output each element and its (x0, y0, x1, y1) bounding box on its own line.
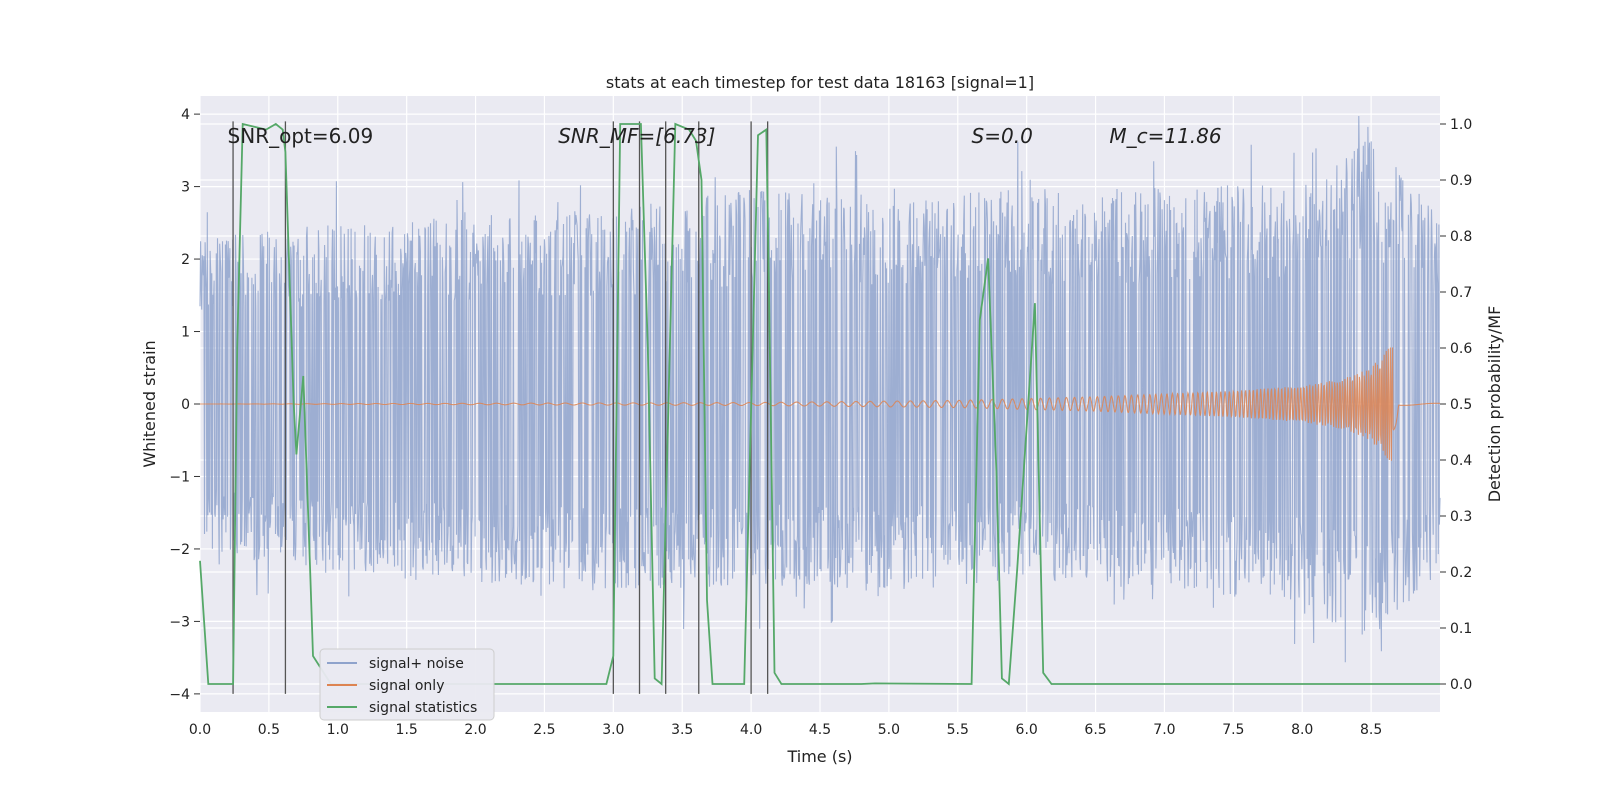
signal-noise-series (199, 115, 1441, 663)
x-tick-label: 3.0 (602, 722, 624, 738)
y-right-tick-label: 0.3 (1450, 509, 1472, 525)
x-tick-label: 1.5 (396, 722, 418, 738)
x-tick-label: 2.5 (533, 722, 555, 738)
x-axis-label: Time (s) (786, 747, 852, 766)
x-tick-label: 7.5 (1222, 722, 1244, 738)
x-tick-label: 6.0 (1016, 722, 1038, 738)
x-tick-label: 5.5 (947, 722, 969, 738)
x-tick-label: 3.5 (671, 722, 693, 738)
legend-label-signal-statistics: signal statistics (369, 700, 477, 716)
x-tick-label: 2.0 (464, 722, 486, 738)
y-left-tick-label: 2 (181, 252, 190, 268)
y-left-tick-label: −3 (169, 614, 190, 630)
legend-label-signal-only: signal only (369, 678, 444, 694)
x-tick-label: 8.5 (1360, 722, 1382, 738)
y-left-tick-label: −2 (169, 542, 190, 558)
annotation-snr-mf: SNR_MF=[6.73] (558, 124, 715, 148)
legend: signal+ noise signal only signal statist… (319, 648, 495, 721)
y-right-tick-label: 0.0 (1450, 677, 1472, 693)
y-left-tick-label: −4 (169, 687, 190, 703)
y-left-ticks: 4 3 2 1 0 −1 −2 −3 −4 (169, 107, 200, 703)
x-tick-label: 7.0 (1153, 722, 1175, 738)
x-tick-label: 4.0 (740, 722, 762, 738)
signal-noise-line (199, 115, 1441, 663)
y-right-tick-label: 0.6 (1450, 341, 1472, 357)
y-right-tick-label: 0.9 (1450, 173, 1472, 189)
x-tick-label: 0.0 (189, 722, 211, 738)
y-left-tick-label: 3 (181, 180, 190, 196)
x-tick-label: 5.0 (878, 722, 900, 738)
y-right-ticks: 1.0 0.9 0.8 0.7 0.6 0.5 0.4 0.3 0.2 0.1 0.0 (1440, 117, 1472, 693)
legend-label-signal-noise: signal+ noise (369, 656, 464, 672)
y-right-tick-label: 0.4 (1450, 453, 1472, 469)
signal-statistics-line (199, 122, 1440, 686)
y-left-tick-label: −1 (169, 469, 190, 485)
x-tick-label: 1.0 (327, 722, 349, 738)
y-axis-right-label: Detection probability/MF (1485, 306, 1504, 503)
annotations: SNR_opt=6.09 SNR_MF=[6.73] S=0.0 M_c=11.86 (228, 124, 1222, 148)
annotation-snr-opt: SNR_opt=6.09 (228, 124, 374, 148)
signal-only-series (200, 347, 1440, 461)
legend-box (319, 648, 495, 721)
y-left-tick-label: 0 (181, 397, 190, 413)
y-left-tick-label: 4 (181, 107, 190, 123)
chart-title: stats at each timestep for test data 181… (606, 73, 1034, 92)
x-tick-label: 8.0 (1291, 722, 1313, 738)
signal-only-line (200, 347, 1440, 461)
y-axis-left-label: Whitened strain (140, 340, 159, 467)
x-tick-label: 6.5 (1084, 722, 1106, 738)
annotation-mc: M_c=11.86 (1109, 124, 1221, 148)
y-left-tick-label: 1 (181, 325, 190, 341)
signal-statistics-series (199, 122, 1440, 686)
y-right-tick-label: 0.5 (1450, 397, 1472, 413)
x-tick-label: 4.5 (809, 722, 831, 738)
y-right-tick-label: 0.7 (1450, 285, 1472, 301)
y-right-tick-label: 0.2 (1450, 565, 1472, 581)
x-tick-label: 0.5 (258, 722, 280, 738)
annotation-s: S=0.0 (972, 124, 1033, 148)
y-right-tick-label: 1.0 (1450, 117, 1472, 133)
x-ticks: 0.0 0.5 1.0 1.5 2.0 2.5 3.0 3.5 4.0 4.5 5.0 5.5 6.0 6… (189, 722, 1382, 738)
y-right-tick-label: 0.8 (1450, 229, 1472, 245)
y-right-tick-label: 0.1 (1450, 621, 1472, 637)
